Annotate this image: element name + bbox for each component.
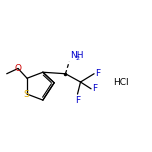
- Text: O: O: [15, 64, 22, 73]
- Text: F: F: [92, 84, 97, 93]
- Text: 2: 2: [75, 56, 79, 61]
- Text: HCl: HCl: [113, 78, 129, 87]
- Text: S: S: [23, 90, 29, 99]
- Text: NH: NH: [70, 51, 83, 60]
- Text: F: F: [95, 69, 100, 78]
- Text: F: F: [75, 96, 80, 105]
